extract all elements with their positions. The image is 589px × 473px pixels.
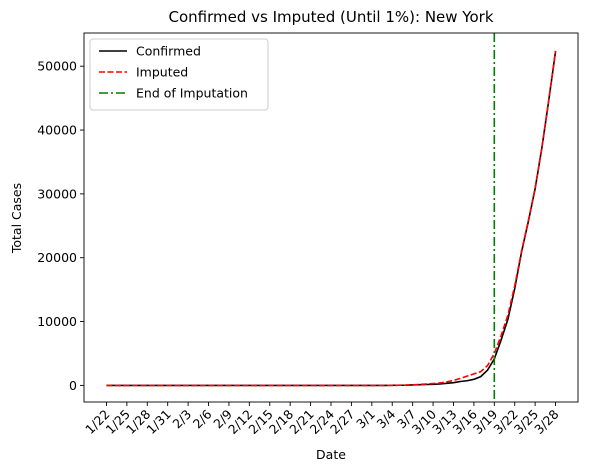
series-line-imputed <box>106 50 557 387</box>
y-tick-label: 30000 <box>37 186 77 201</box>
legend-label: Confirmed <box>136 44 201 59</box>
chart-title: Confirmed vs Imputed (Until 1%): New Yor… <box>168 8 493 26</box>
x-tick-label: 3/28 <box>531 406 561 436</box>
y-axis-label: Total Cases <box>9 183 24 254</box>
legend-label: End of Imputation <box>136 86 248 101</box>
axis-ticks: 010000200003000040000500001/221/251/281/… <box>37 59 561 437</box>
legend-label: Imputed <box>136 65 188 80</box>
x-axis-label: Date <box>316 447 346 462</box>
y-tick-label: 20000 <box>37 250 77 265</box>
y-tick-label: 0 <box>69 378 77 393</box>
y-tick-label: 10000 <box>37 314 77 329</box>
y-tick-label: 40000 <box>37 123 77 138</box>
legend-box <box>89 38 269 111</box>
legend: Confirmed Imputed End of Imputation <box>89 38 269 111</box>
y-tick-label: 50000 <box>37 59 77 74</box>
